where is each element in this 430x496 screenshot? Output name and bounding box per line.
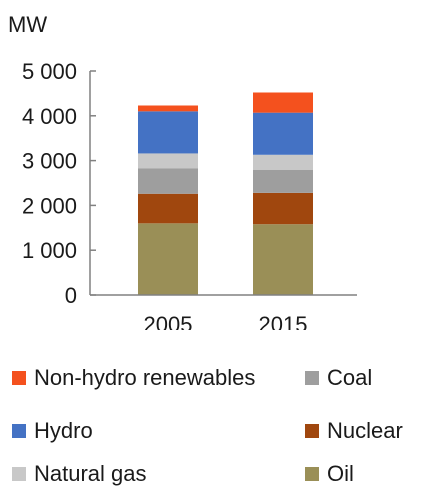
legend-label-nuclear: Nuclear [327, 418, 403, 443]
legend-item-natural-gas: Natural gas [12, 459, 147, 489]
legend-label-oil: Oil [327, 461, 354, 486]
legend-item-nuclear: Nuclear [305, 416, 403, 446]
y-tick-label: 1 000 [22, 238, 77, 263]
x-tick-label-2015: 2015 [259, 312, 308, 330]
bar-segment-nuclear-2015 [253, 192, 313, 225]
bar-segment-hydro-2015 [253, 112, 313, 155]
legend-swatch-oil [305, 467, 319, 481]
bar-segment-coal-2005 [138, 168, 198, 194]
bars-group [138, 92, 313, 295]
bar-segment-coal-2015 [253, 170, 313, 193]
legend-label-non-hydro-renewables: Non-hydro renewables [34, 365, 256, 390]
bar-segment-natural-gas-2015 [253, 154, 313, 171]
stacked-bar-chart: MW 0 1 000 2 000 3 000 4 000 5 000 2005 2015 [8, 12, 357, 330]
y-axis-ticks: 0 1 000 2 000 3 000 4 000 5 000 [22, 59, 96, 308]
y-tick-label: 2 000 [22, 193, 77, 218]
y-tick-label: 0 [65, 283, 77, 308]
y-tick-label: 5 000 [22, 59, 77, 84]
legend-swatch-natural-gas [12, 467, 26, 481]
legend-item-hydro: Hydro [12, 416, 93, 446]
legend-label-natural-gas: Natural gas [34, 461, 147, 486]
bar-segment-natural-gas-2005 [138, 153, 198, 169]
y-tick-label: 3 000 [22, 149, 77, 174]
x-axis-ticks: 2005 2015 [144, 312, 308, 330]
y-tick-label: 4 000 [22, 104, 77, 129]
bar-segment-non-hydro-renewables-2015 [253, 92, 313, 113]
legend-swatch-nuclear [305, 424, 319, 438]
legend-swatch-non-hydro-renewables [12, 371, 26, 385]
legend-item-coal: Coal [305, 363, 372, 393]
bar-segment-non-hydro-renewables-2005 [138, 105, 198, 112]
bar-segment-oil-2005 [138, 223, 198, 295]
legend-swatch-coal [305, 371, 319, 385]
legend-item-oil: Oil [305, 459, 354, 489]
bar-segment-hydro-2005 [138, 111, 198, 154]
bar-segment-oil-2015 [253, 224, 313, 295]
legend-item-non-hydro-renewables: Non-hydro renewables [12, 363, 255, 393]
legend-label-hydro: Hydro [34, 418, 93, 443]
legend-swatch-hydro [12, 424, 26, 438]
legend-label-coal: Coal [327, 365, 373, 390]
y-axis-unit-label: MW [8, 12, 47, 37]
x-tick-label-2005: 2005 [144, 312, 193, 330]
bar-segment-nuclear-2005 [138, 193, 198, 224]
